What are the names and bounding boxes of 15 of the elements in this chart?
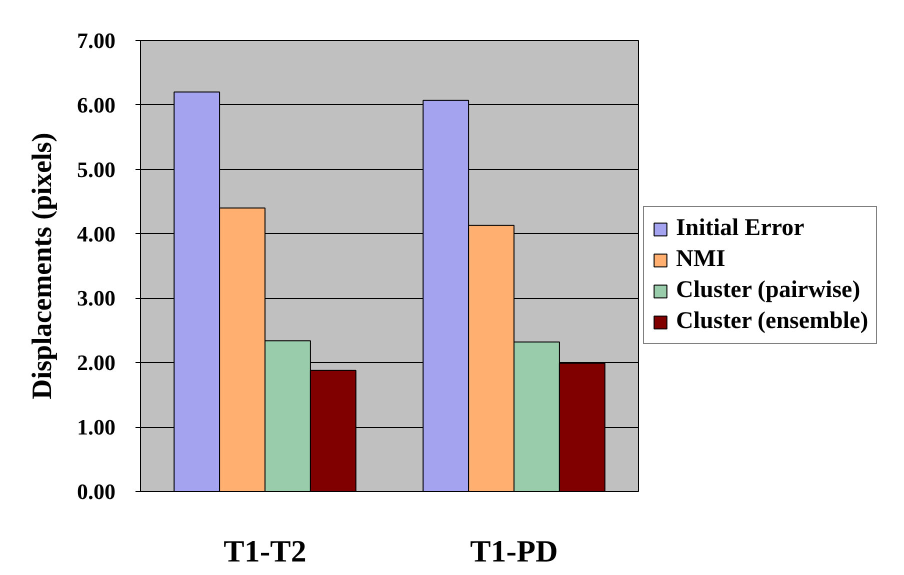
y-tick-label: 3.00 [77, 286, 116, 311]
legend-label: Cluster (ensemble) [676, 308, 868, 335]
legend-label: Cluster (pairwise) [676, 277, 860, 304]
y-tick-label: 1.00 [77, 414, 116, 440]
legend-label: Initial Error [676, 215, 804, 242]
legend-label: NMI [676, 246, 726, 273]
y-tick-label: 6.00 [77, 92, 116, 118]
y-axis-title: Displacements (pixels) [27, 132, 58, 400]
x-tick-label: T1-T2 [224, 534, 306, 568]
y-tick-label: 5.00 [77, 156, 116, 182]
y-tick-label: 4.00 [77, 221, 116, 246]
y-tick-label: 7.00 [77, 28, 116, 53]
y-tick-label: 0.00 [77, 479, 116, 504]
x-tick-label: T1-PD [470, 534, 558, 568]
y-tick-label: 2.00 [77, 350, 116, 376]
